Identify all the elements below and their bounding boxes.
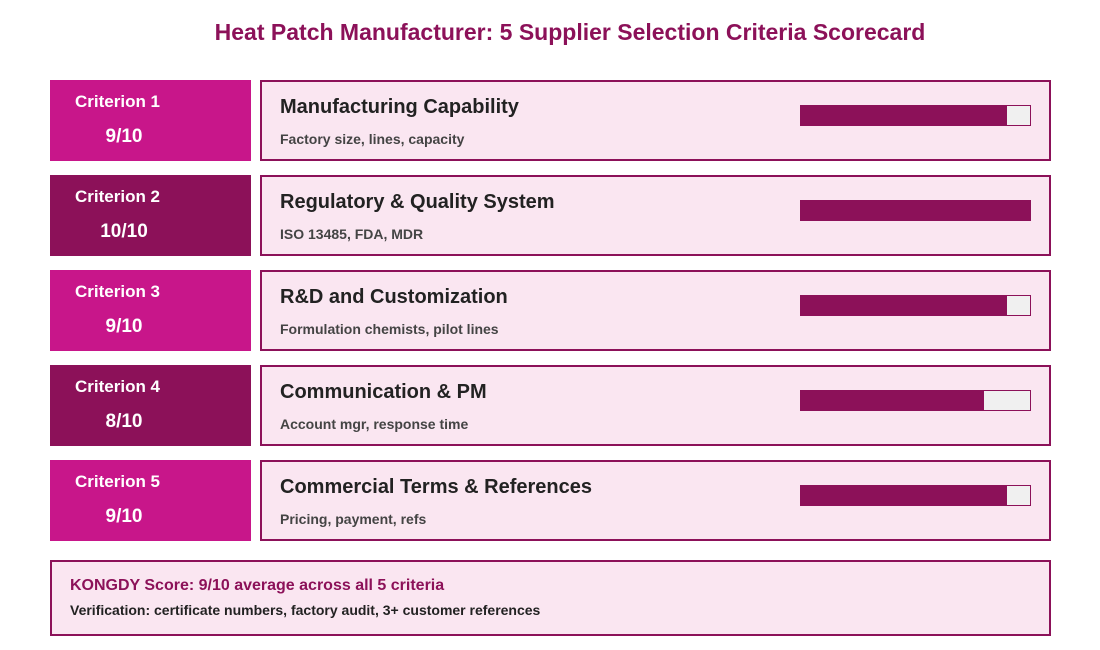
scorecard-title: Heat Patch Manufacturer: 5 Supplier Sele… [214, 19, 926, 45]
score-bar [800, 390, 1031, 411]
criterion-score: 9/10 [105, 316, 143, 337]
criterion-name: Communication & PM [280, 381, 487, 403]
criterion-score: 10/10 [100, 221, 148, 242]
criterion-card: Communication & PM Account mgr, response… [260, 365, 1051, 446]
criterion-score: 9/10 [105, 506, 143, 527]
criterion-card: Manufacturing Capability Factory size, l… [260, 80, 1051, 161]
criterion-label: Criterion 4 [75, 377, 161, 396]
criterion-description: Factory size, lines, capacity [280, 131, 465, 147]
criterion-description: Account mgr, response time [280, 416, 469, 432]
criterion-badge: Criterion 3 9/10 [50, 270, 251, 351]
criterion-name: Commercial Terms & References [280, 476, 592, 498]
score-bar-fill [801, 296, 1008, 315]
criterion-name: Regulatory & Quality System [280, 191, 555, 213]
summary-verification-line: Verification: certificate numbers, facto… [70, 602, 541, 618]
criterion-label: Criterion 3 [75, 282, 161, 301]
criterion-name: Manufacturing Capability [280, 96, 519, 118]
criterion-card: Commercial Terms & References Pricing, p… [260, 460, 1051, 541]
criterion-label: Criterion 1 [75, 92, 161, 111]
score-bar-fill [801, 201, 1030, 220]
criterion-score: 8/10 [105, 411, 143, 432]
criterion-badge: Criterion 4 8/10 [50, 365, 251, 446]
criterion-name: R&D and Customization [280, 286, 508, 308]
criterion-row-3: Criterion 3 9/10 R&D and Customization F… [50, 270, 1051, 351]
score-bar [800, 485, 1031, 506]
criterion-badge: Criterion 2 10/10 [50, 175, 251, 256]
criterion-row-5: Criterion 5 9/10 Commercial Terms & Refe… [50, 460, 1051, 541]
score-bar-fill [801, 486, 1008, 505]
score-bar-fill [801, 391, 985, 410]
criterion-row-2: Criterion 2 10/10 Regulatory & Quality S… [50, 175, 1051, 256]
criterion-description: ISO 13485, FDA, MDR [280, 226, 424, 242]
criterion-row-4: Criterion 4 8/10 Communication & PM Acco… [50, 365, 1051, 446]
criterion-card: Regulatory & Quality System ISO 13485, F… [260, 175, 1051, 256]
summary-score-line: KONGDY Score: 9/10 average across all 5 … [70, 577, 445, 594]
score-bar [800, 200, 1031, 221]
criterion-row-1: Criterion 1 9/10 Manufacturing Capabilit… [50, 80, 1051, 161]
criterion-label: Criterion 2 [75, 187, 161, 206]
criterion-card: R&D and Customization Formulation chemis… [260, 270, 1051, 351]
criterion-badge: Criterion 5 9/10 [50, 460, 251, 541]
score-bar [800, 105, 1031, 126]
criterion-description: Formulation chemists, pilot lines [280, 321, 499, 337]
score-bar-fill [801, 106, 1008, 125]
criterion-description: Pricing, payment, refs [280, 511, 427, 527]
criterion-label: Criterion 5 [75, 472, 161, 491]
summary-box: KONGDY Score: 9/10 average across all 5 … [50, 560, 1051, 636]
criterion-badge: Criterion 1 9/10 [50, 80, 251, 161]
score-bar [800, 295, 1031, 316]
criterion-score: 9/10 [105, 126, 143, 147]
